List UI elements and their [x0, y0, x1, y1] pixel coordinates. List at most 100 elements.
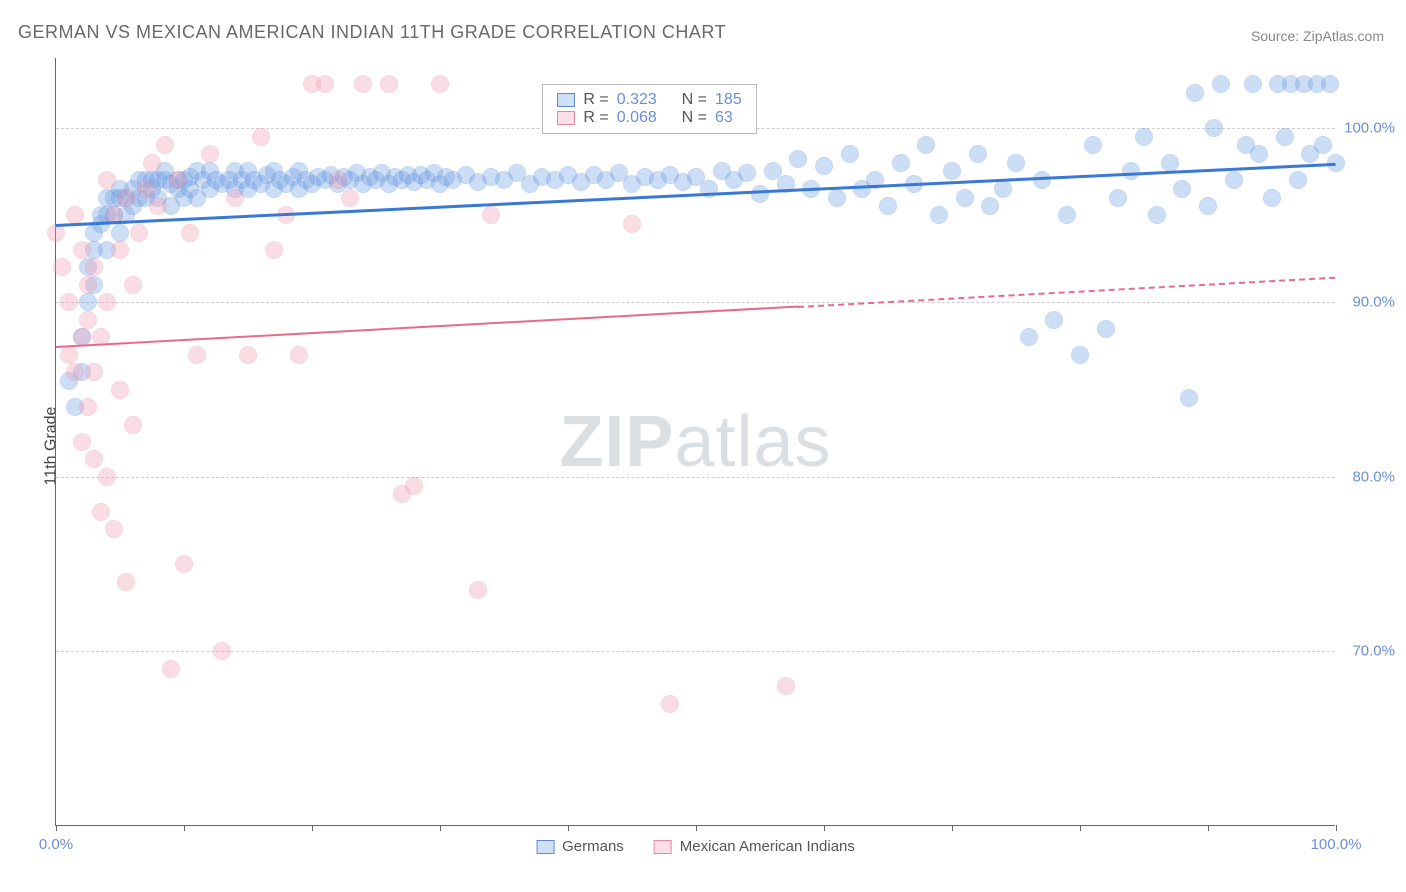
- data-point: [265, 241, 283, 259]
- data-point: [1161, 154, 1179, 172]
- x-tick: [184, 825, 185, 831]
- y-tick-label: 90.0%: [1352, 294, 1395, 311]
- data-point: [1199, 197, 1217, 215]
- y-tick-label: 100.0%: [1344, 119, 1395, 136]
- data-point: [815, 157, 833, 175]
- data-point: [130, 224, 148, 242]
- data-point: [239, 346, 257, 364]
- chart-title: GERMAN VS MEXICAN AMERICAN INDIAN 11TH G…: [18, 22, 726, 43]
- x-tick: [1080, 825, 1081, 831]
- data-point: [117, 189, 135, 207]
- data-point: [892, 154, 910, 172]
- data-point: [405, 477, 423, 495]
- data-point: [1148, 206, 1166, 224]
- x-tick: [312, 825, 313, 831]
- data-point: [469, 581, 487, 599]
- data-point: [841, 145, 859, 163]
- data-point: [111, 241, 129, 259]
- gridline: [56, 477, 1335, 478]
- data-point: [981, 197, 999, 215]
- data-point: [60, 346, 78, 364]
- data-point: [156, 136, 174, 154]
- data-point: [1135, 128, 1153, 146]
- data-point: [98, 293, 116, 311]
- data-point: [1007, 154, 1025, 172]
- data-point: [79, 276, 97, 294]
- data-point: [1173, 180, 1191, 198]
- data-point: [226, 189, 244, 207]
- data-point: [53, 258, 71, 276]
- data-point: [1263, 189, 1281, 207]
- x-tick: [440, 825, 441, 831]
- data-point: [105, 520, 123, 538]
- legend-row: R = 0.068 N = 63: [557, 109, 741, 127]
- data-point: [789, 150, 807, 168]
- data-point: [316, 75, 334, 93]
- data-point: [329, 171, 347, 189]
- data-point: [181, 224, 199, 242]
- data-point: [1180, 389, 1198, 407]
- data-point: [1244, 75, 1262, 93]
- data-point: [188, 346, 206, 364]
- data-point: [1250, 145, 1268, 163]
- data-point: [1225, 171, 1243, 189]
- data-point: [917, 136, 935, 154]
- data-point: [79, 293, 97, 311]
- legend-row: R = 0.323 N = 185: [557, 91, 741, 109]
- data-point: [60, 293, 78, 311]
- data-point: [124, 276, 142, 294]
- data-point: [956, 189, 974, 207]
- chart-container: GERMAN VS MEXICAN AMERICAN INDIAN 11TH G…: [0, 0, 1406, 892]
- x-tick-label: 0.0%: [39, 836, 73, 853]
- data-point: [201, 145, 219, 163]
- data-point: [162, 660, 180, 678]
- data-point: [431, 75, 449, 93]
- gridline: [56, 651, 1335, 652]
- data-point: [98, 171, 116, 189]
- data-point: [879, 197, 897, 215]
- data-point: [1314, 136, 1332, 154]
- data-point: [1186, 84, 1204, 102]
- data-point: [92, 503, 110, 521]
- series-legend: GermansMexican American Indians: [536, 838, 855, 855]
- data-point: [1321, 75, 1339, 93]
- x-tick: [824, 825, 825, 831]
- data-point: [930, 206, 948, 224]
- data-point: [943, 162, 961, 180]
- correlation-legend: R = 0.323 N = 185R = 0.068 N = 63: [542, 84, 756, 134]
- plot-area: ZIPatlas 70.0%80.0%90.0%100.0%0.0%100.0%…: [55, 58, 1335, 826]
- data-point: [169, 171, 187, 189]
- data-point: [1058, 206, 1076, 224]
- data-point: [213, 642, 231, 660]
- data-point: [738, 164, 756, 182]
- data-point: [354, 75, 372, 93]
- data-point: [137, 180, 155, 198]
- data-point: [143, 154, 161, 172]
- data-point: [1289, 171, 1307, 189]
- data-point: [79, 398, 97, 416]
- data-point: [79, 311, 97, 329]
- data-point: [380, 75, 398, 93]
- x-tick: [56, 825, 57, 831]
- data-point: [1205, 119, 1223, 137]
- data-point: [994, 180, 1012, 198]
- data-point: [66, 206, 84, 224]
- source-attribution: Source: ZipAtlas.com: [1251, 28, 1384, 44]
- data-point: [111, 381, 129, 399]
- watermark-text: ZIPatlas: [559, 401, 831, 483]
- data-point: [1020, 328, 1038, 346]
- x-tick: [952, 825, 953, 831]
- data-point: [623, 215, 641, 233]
- data-point: [124, 416, 142, 434]
- data-point: [1071, 346, 1089, 364]
- data-point: [73, 241, 91, 259]
- data-point: [117, 573, 135, 591]
- data-point: [66, 363, 84, 381]
- x-tick: [1208, 825, 1209, 831]
- data-point: [98, 468, 116, 486]
- data-point: [482, 206, 500, 224]
- data-point: [341, 189, 359, 207]
- data-point: [290, 346, 308, 364]
- data-point: [777, 677, 795, 695]
- data-point: [661, 695, 679, 713]
